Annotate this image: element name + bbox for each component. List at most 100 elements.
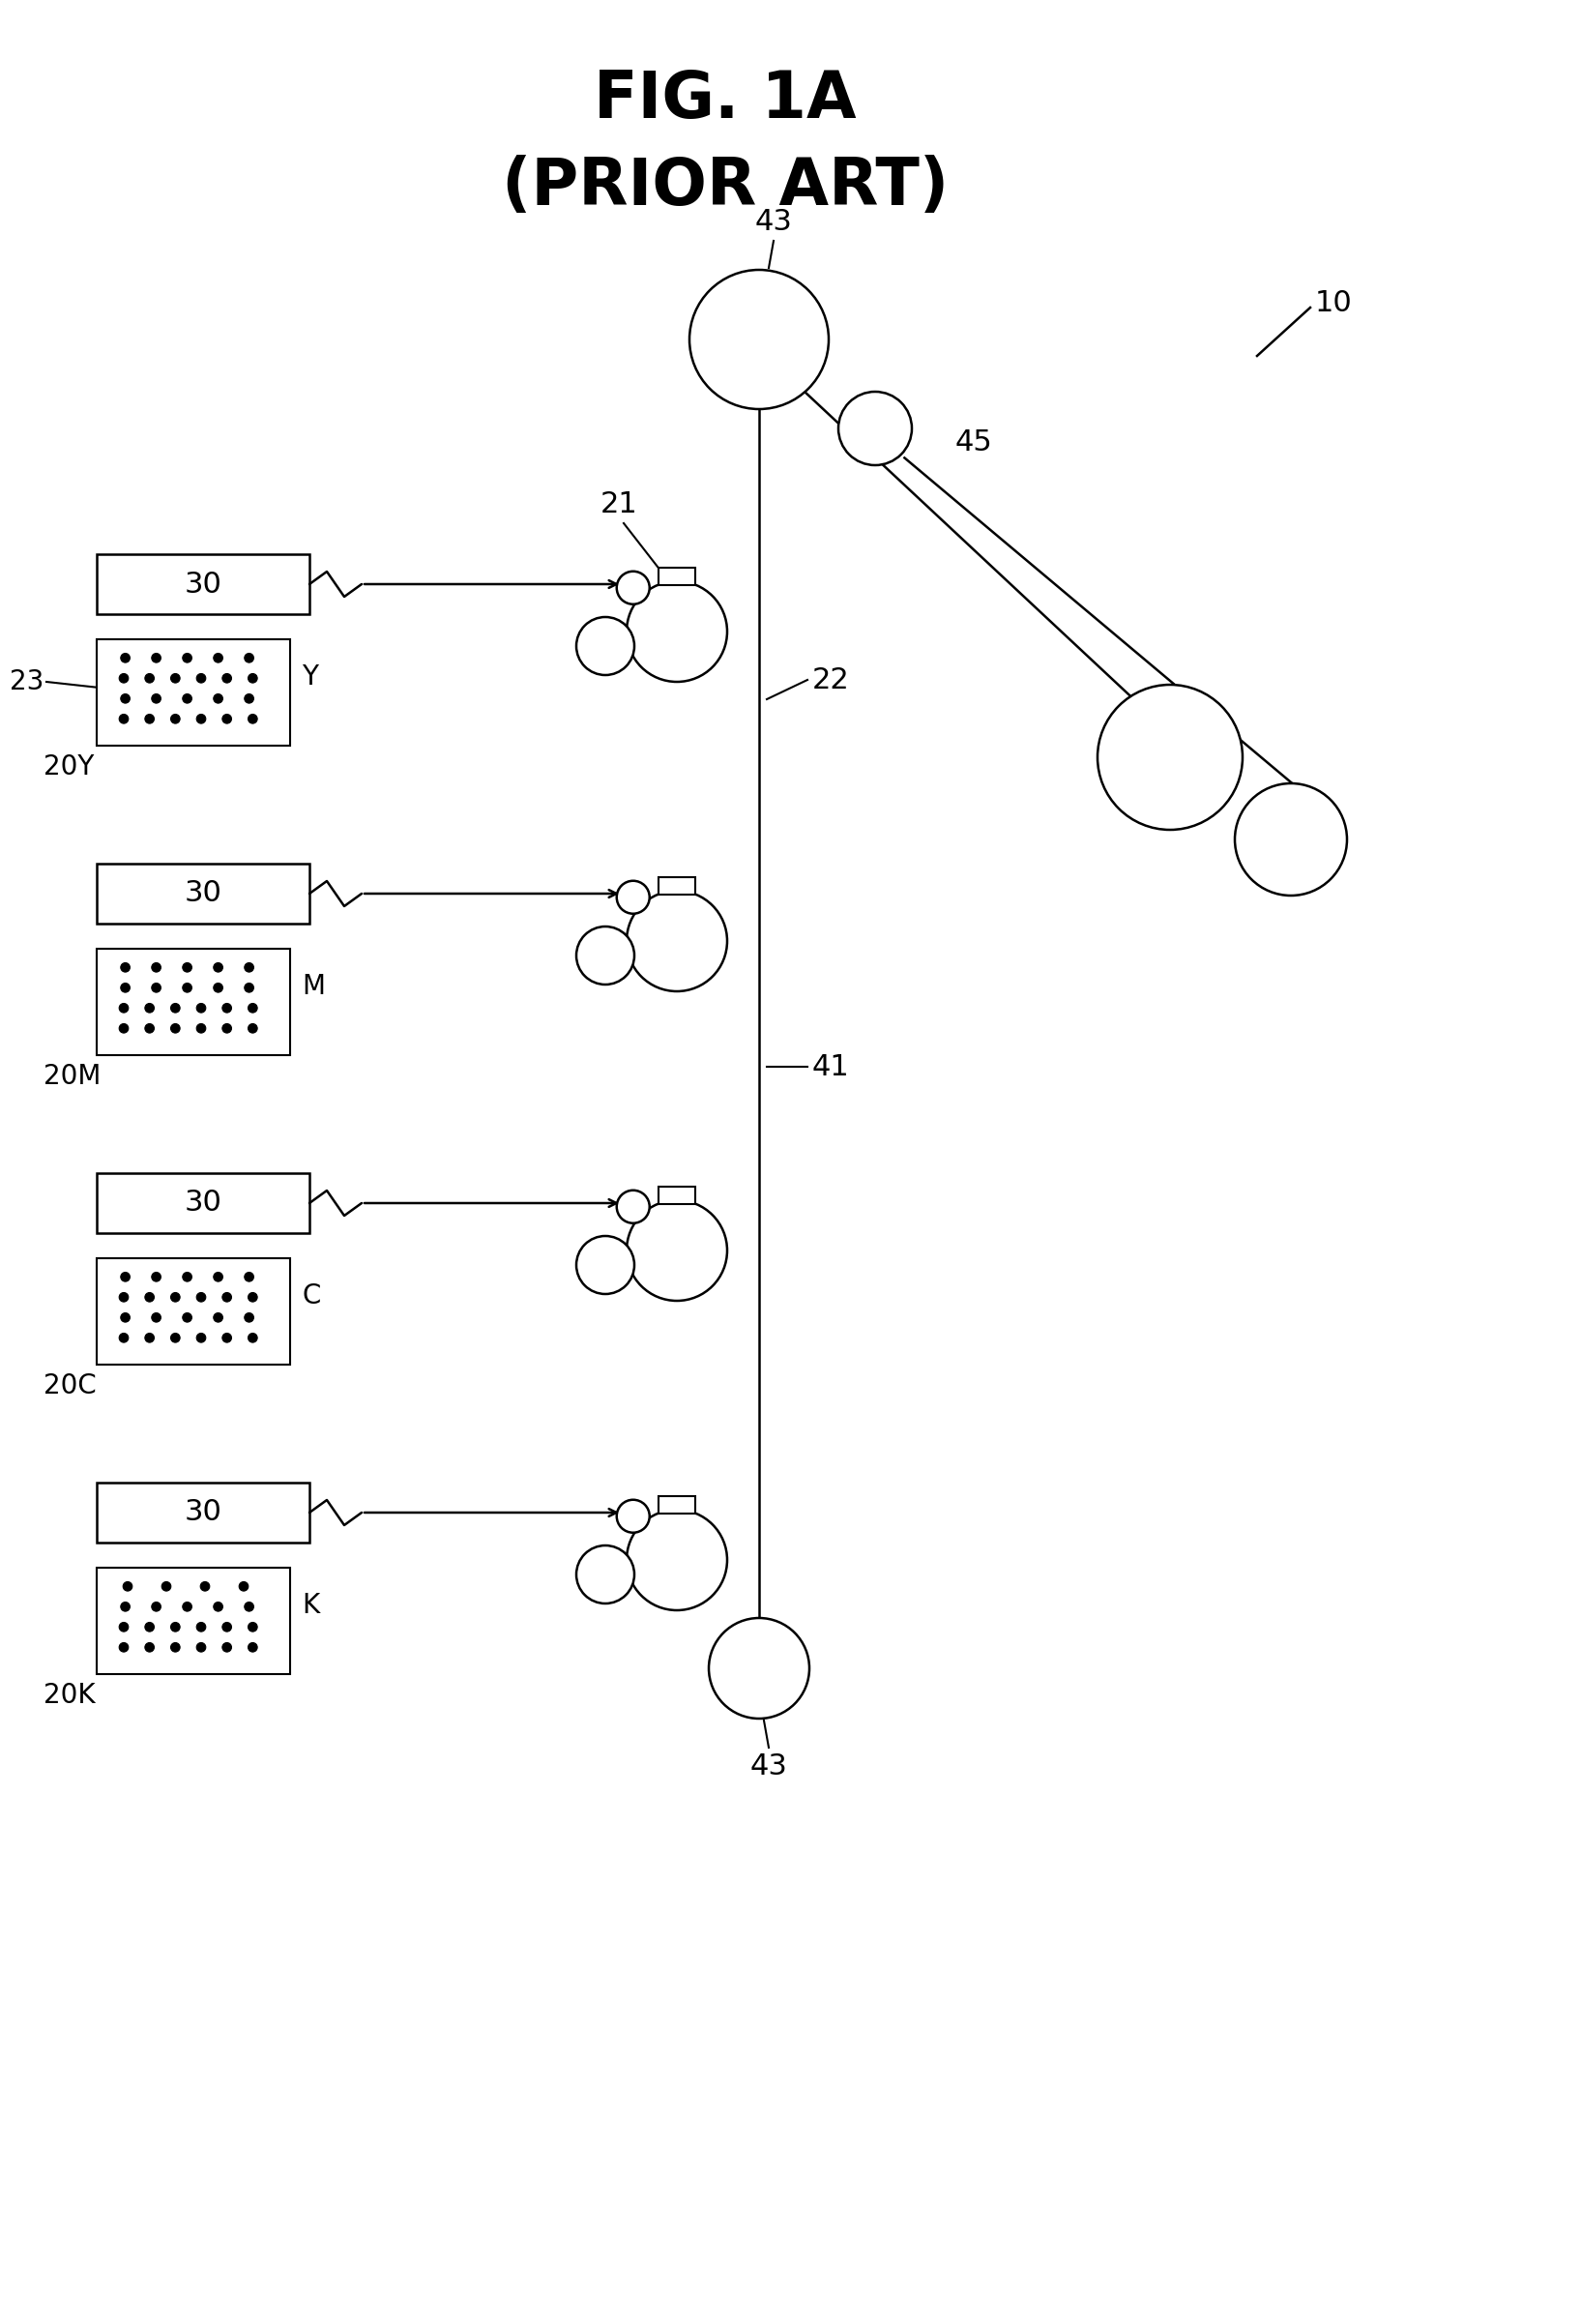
Circle shape	[617, 1190, 650, 1222]
Circle shape	[171, 1004, 180, 1013]
Circle shape	[145, 1622, 155, 1631]
Bar	[96, 553, 310, 614]
Circle shape	[626, 1199, 727, 1301]
Circle shape	[245, 962, 253, 971]
Circle shape	[245, 695, 253, 704]
Text: (PRIOR ART): (PRIOR ART)	[501, 156, 949, 218]
Text: 43: 43	[749, 1752, 787, 1780]
Text: 20K: 20K	[44, 1683, 95, 1708]
Circle shape	[145, 1004, 155, 1013]
Circle shape	[223, 713, 231, 723]
Circle shape	[245, 1313, 253, 1322]
Circle shape	[626, 581, 727, 681]
Text: 30: 30	[185, 1499, 221, 1527]
Circle shape	[119, 1292, 128, 1301]
Circle shape	[123, 1583, 133, 1592]
Text: FIG. 1A: FIG. 1A	[594, 67, 857, 132]
Circle shape	[213, 1313, 223, 1322]
Circle shape	[145, 713, 155, 723]
Circle shape	[152, 653, 161, 662]
Circle shape	[213, 653, 223, 662]
Circle shape	[119, 1004, 128, 1013]
Circle shape	[1097, 686, 1243, 830]
Circle shape	[577, 1545, 634, 1604]
Bar	[96, 948, 289, 1055]
Circle shape	[182, 653, 191, 662]
Circle shape	[171, 674, 180, 683]
Circle shape	[223, 1643, 231, 1652]
Circle shape	[196, 1334, 206, 1343]
Circle shape	[196, 1622, 206, 1631]
Circle shape	[213, 962, 223, 971]
Text: 20M: 20M	[44, 1062, 101, 1090]
Circle shape	[119, 674, 128, 683]
Circle shape	[245, 1271, 253, 1281]
Circle shape	[182, 1313, 191, 1322]
Circle shape	[120, 653, 130, 662]
Circle shape	[223, 1292, 231, 1301]
Circle shape	[213, 983, 223, 992]
Circle shape	[577, 618, 634, 674]
Text: 43: 43	[754, 207, 792, 237]
Circle shape	[689, 270, 828, 409]
Bar	[659, 567, 696, 586]
Circle shape	[120, 1313, 130, 1322]
Circle shape	[171, 1622, 180, 1631]
Circle shape	[120, 1601, 130, 1611]
Text: 20Y: 20Y	[44, 753, 95, 781]
Circle shape	[145, 674, 155, 683]
Circle shape	[617, 572, 650, 604]
Circle shape	[152, 695, 161, 704]
Text: C: C	[302, 1283, 321, 1308]
Circle shape	[248, 1622, 258, 1631]
Circle shape	[223, 674, 231, 683]
Text: 30: 30	[185, 569, 221, 597]
Circle shape	[617, 881, 650, 913]
Circle shape	[577, 1236, 634, 1294]
Circle shape	[213, 1601, 223, 1611]
Text: 30: 30	[185, 878, 221, 909]
Text: 41: 41	[813, 1053, 849, 1081]
Circle shape	[182, 1271, 191, 1281]
Bar	[96, 1174, 310, 1234]
Circle shape	[152, 983, 161, 992]
Circle shape	[171, 1643, 180, 1652]
Circle shape	[145, 1292, 155, 1301]
Circle shape	[171, 1334, 180, 1343]
Circle shape	[223, 1023, 231, 1032]
Circle shape	[120, 1271, 130, 1281]
Bar	[96, 1483, 310, 1543]
Circle shape	[245, 653, 253, 662]
Circle shape	[120, 983, 130, 992]
Circle shape	[152, 1271, 161, 1281]
Circle shape	[120, 962, 130, 971]
Circle shape	[196, 1004, 206, 1013]
Circle shape	[223, 1334, 231, 1343]
Circle shape	[239, 1583, 248, 1592]
Circle shape	[1235, 783, 1347, 895]
Circle shape	[152, 1601, 161, 1611]
Circle shape	[196, 1023, 206, 1032]
Circle shape	[577, 927, 634, 985]
Circle shape	[626, 890, 727, 992]
Circle shape	[119, 713, 128, 723]
Circle shape	[152, 1313, 161, 1322]
Circle shape	[708, 1618, 809, 1717]
Text: M: M	[302, 971, 326, 999]
Circle shape	[196, 1292, 206, 1301]
Circle shape	[119, 1334, 128, 1343]
Circle shape	[248, 1643, 258, 1652]
Circle shape	[182, 1601, 191, 1611]
Bar	[659, 1497, 696, 1513]
Circle shape	[626, 1511, 727, 1611]
Circle shape	[838, 393, 912, 465]
Circle shape	[248, 1334, 258, 1343]
Text: 10: 10	[1315, 288, 1353, 316]
Circle shape	[196, 1643, 206, 1652]
Circle shape	[182, 962, 191, 971]
Text: Y: Y	[302, 662, 318, 690]
Circle shape	[248, 1004, 258, 1013]
Circle shape	[223, 1004, 231, 1013]
Circle shape	[213, 1271, 223, 1281]
Circle shape	[120, 695, 130, 704]
